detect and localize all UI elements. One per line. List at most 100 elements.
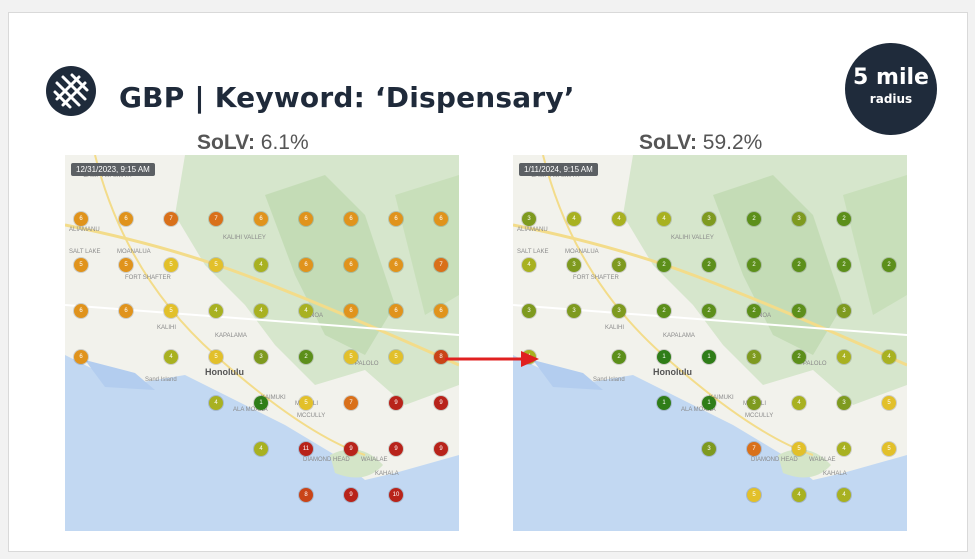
rank-pin: 3	[702, 212, 716, 226]
rank-pin: 6	[344, 212, 358, 226]
city-label: Honolulu	[653, 367, 692, 377]
rank-pin: 3	[747, 350, 761, 364]
radius-value: 5 mile	[853, 65, 929, 90]
rank-pin: 9	[389, 396, 403, 410]
rank-pin: 3	[792, 212, 806, 226]
rank-pin: 4	[254, 442, 268, 456]
rank-pin: 5	[74, 258, 88, 272]
map-label: MCCULLY	[297, 413, 326, 419]
map-label: KAPALAMA	[215, 333, 247, 339]
rank-pin: 2	[299, 350, 313, 364]
rank-pin: 7	[164, 212, 178, 226]
rank-pin: 6	[254, 212, 268, 226]
rank-pin: 9	[389, 442, 403, 456]
rank-pin: 6	[74, 304, 88, 318]
rank-pin: 4	[209, 396, 223, 410]
map-label: KALIHI VALLEY	[671, 235, 714, 241]
rank-pin: 3	[747, 396, 761, 410]
rank-pin: 6	[389, 304, 403, 318]
solv-before: SoLV: 6.1%	[197, 131, 309, 155]
radius-badge: 5 mile radius	[845, 43, 937, 135]
rank-pin: 6	[344, 304, 358, 318]
rank-pin: 9	[434, 442, 448, 456]
rank-pin: 3	[567, 304, 581, 318]
rank-pin: 5	[209, 350, 223, 364]
map-label: Sand Island	[145, 377, 177, 383]
rank-pin: 2	[747, 258, 761, 272]
solv-label: SoLV:	[639, 131, 697, 154]
rank-pin: 6	[434, 304, 448, 318]
slide: GBP | Keyword: ‘Dispensary’ 5 mile radiu…	[8, 12, 968, 552]
rank-pin: 2	[747, 304, 761, 318]
rank-pin: 1	[657, 396, 671, 410]
rank-pin: 7	[344, 396, 358, 410]
rank-pin: 7	[747, 442, 761, 456]
rank-pin: 3	[567, 258, 581, 272]
map-label: ALA MOANA	[681, 407, 716, 413]
rank-pin: 6	[434, 212, 448, 226]
map-label: KAHALA	[823, 471, 847, 477]
rank-pin: 6	[344, 258, 358, 272]
rank-pin: 6	[119, 212, 133, 226]
rank-pin: 4	[837, 442, 851, 456]
rank-pin: 4	[164, 350, 178, 364]
solv-after: SoLV: 59.2%	[639, 131, 762, 155]
rank-pin: 4	[254, 304, 268, 318]
map-label: WAIALAE	[809, 457, 836, 463]
rank-pin: 3	[612, 258, 626, 272]
rank-pin: 4	[254, 258, 268, 272]
rank-pin: 3	[522, 304, 536, 318]
rank-pin: 2	[837, 258, 851, 272]
rank-pin: 3	[837, 396, 851, 410]
rank-pin: 11	[299, 442, 313, 456]
map-label: Sand Island	[593, 377, 625, 383]
map-label: MCCULLY	[745, 413, 774, 419]
rank-pin: 6	[299, 258, 313, 272]
rank-pin: 7	[434, 258, 448, 272]
rank-pin: 9	[344, 488, 358, 502]
rank-pin: 1	[657, 350, 671, 364]
rank-pin: 5	[747, 488, 761, 502]
rank-pin: 2	[792, 350, 806, 364]
rank-pin: 5	[164, 304, 178, 318]
map-label: SALT LAKE	[517, 249, 549, 255]
map-label: MANOA	[301, 313, 324, 319]
rank-pin: 2	[702, 304, 716, 318]
rank-pin: 5	[299, 396, 313, 410]
map-label: CAMP HM SMITH	[531, 173, 580, 179]
rank-pin: 6	[119, 304, 133, 318]
rank-pin: 5	[164, 258, 178, 272]
map-label: KAHALA	[375, 471, 399, 477]
rank-pin: 8	[299, 488, 313, 502]
map-label: ALIAMANU	[69, 227, 100, 233]
rank-pin: 2	[747, 212, 761, 226]
map-label: FORT SHAFTER	[125, 275, 171, 281]
map-label: PALOLO	[355, 361, 379, 367]
map-label: KAIMUKI	[709, 395, 734, 401]
rank-pin: 6	[389, 258, 403, 272]
rank-pin: 4	[567, 212, 581, 226]
map-label: ALIAMANU	[517, 227, 548, 233]
rank-pin: 1	[702, 350, 716, 364]
rank-pin: 4	[299, 304, 313, 318]
rank-pin: 6	[74, 212, 88, 226]
rank-pin: 4	[522, 258, 536, 272]
rank-pin: 2	[882, 258, 896, 272]
map-label: CAMP HM SMITH	[83, 173, 132, 179]
rank-pin: 2	[792, 258, 806, 272]
city-label: Honolulu	[205, 367, 244, 377]
map-label: FORT SHAFTER	[573, 275, 619, 281]
rank-pin: 4	[612, 212, 626, 226]
rank-pin: 4	[657, 212, 671, 226]
rank-pin: 4	[209, 304, 223, 318]
rank-pin: 4	[792, 396, 806, 410]
rank-pin: 9	[344, 442, 358, 456]
rank-pin: 4	[882, 350, 896, 364]
rank-pin: 6	[389, 212, 403, 226]
rank-pin: 3	[702, 442, 716, 456]
map-label: KALIHI VALLEY	[223, 235, 266, 241]
map-label: MOANALUA	[565, 249, 599, 255]
map-label: PALOLO	[803, 361, 827, 367]
rank-pin: 5	[792, 442, 806, 456]
rank-pin: 5	[882, 396, 896, 410]
